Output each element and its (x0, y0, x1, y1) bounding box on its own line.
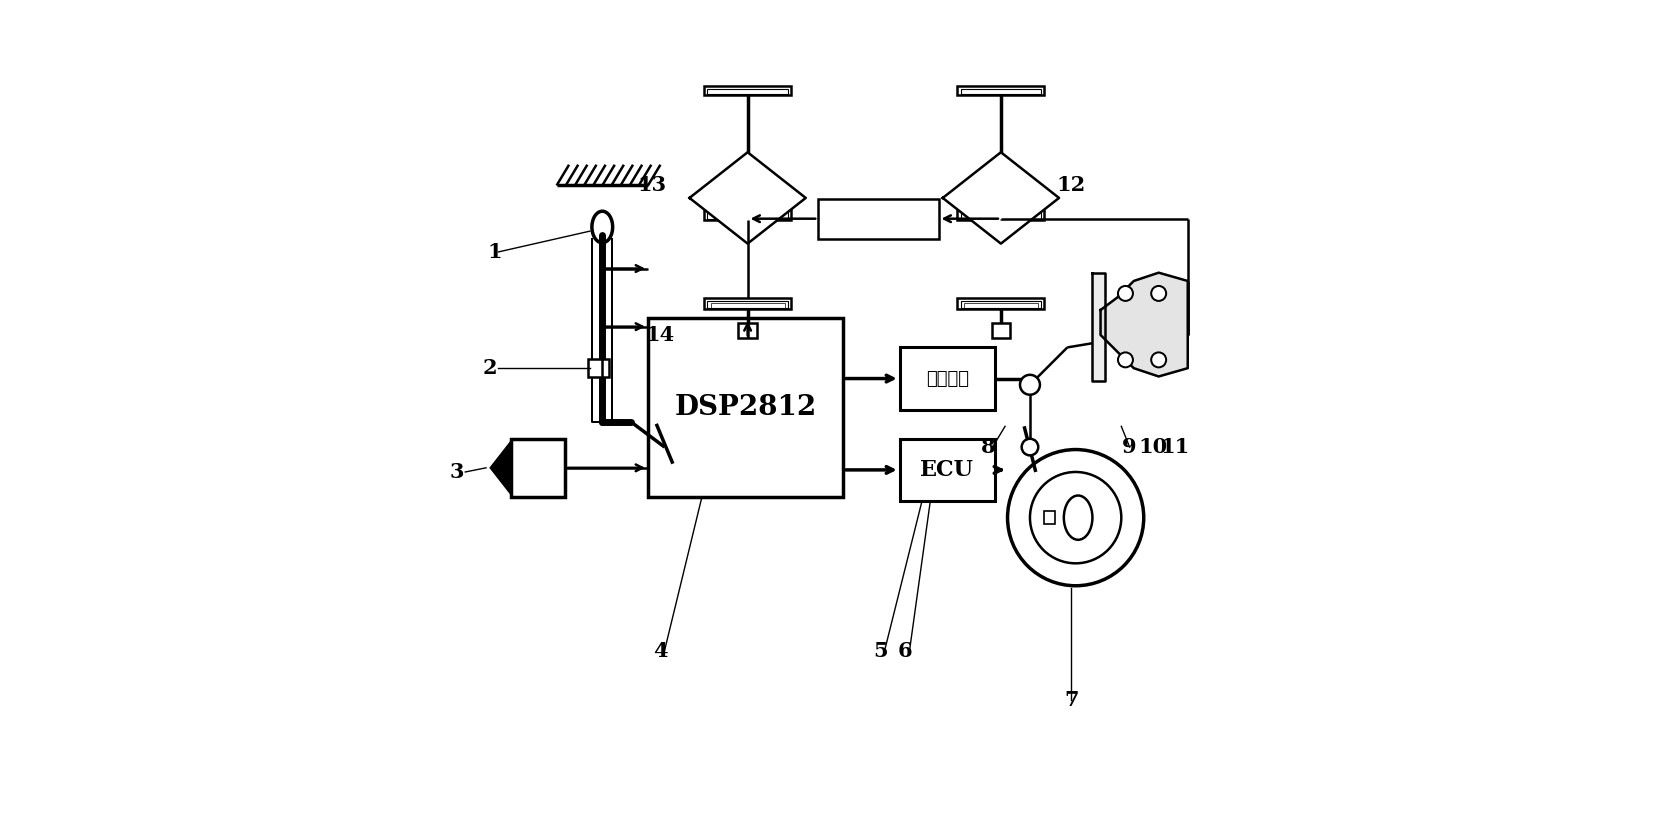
Bar (899, 439, 995, 501)
Text: DSP2812: DSP2812 (674, 394, 817, 421)
Text: 13: 13 (638, 176, 666, 196)
Circle shape (1022, 439, 1038, 456)
Circle shape (1117, 353, 1132, 367)
Text: 7: 7 (1065, 691, 1079, 711)
Bar (818, 199, 939, 238)
Circle shape (1117, 286, 1132, 301)
Bar (960, 301, 1041, 308)
Text: 11: 11 (1160, 437, 1190, 457)
Text: 10: 10 (1139, 437, 1167, 457)
Text: ECU: ECU (921, 459, 974, 481)
Bar (739, 324, 757, 339)
Text: 12: 12 (1056, 176, 1086, 196)
Text: 5: 5 (873, 640, 888, 660)
Text: 2: 2 (483, 358, 498, 378)
Bar (957, 86, 1045, 94)
Text: 1: 1 (488, 242, 501, 262)
Bar (957, 202, 1045, 221)
Text: 8: 8 (982, 437, 995, 457)
Text: 9: 9 (1122, 437, 1137, 457)
Bar (964, 303, 1038, 308)
Circle shape (1150, 286, 1165, 301)
Bar (960, 206, 1041, 219)
Text: 3: 3 (450, 462, 464, 482)
Polygon shape (1093, 273, 1104, 380)
Polygon shape (491, 441, 511, 494)
Bar (960, 89, 1041, 94)
Bar (711, 303, 785, 308)
Bar (704, 202, 792, 221)
Text: 6: 6 (898, 640, 912, 660)
Polygon shape (689, 152, 805, 243)
Bar (511, 439, 565, 497)
Bar (588, 359, 608, 377)
Circle shape (1150, 353, 1165, 367)
Bar (707, 89, 788, 94)
Circle shape (1020, 375, 1040, 395)
Text: 4: 4 (653, 640, 668, 660)
Bar (992, 324, 1010, 339)
Bar (707, 206, 788, 219)
Bar (957, 298, 1045, 308)
Bar (648, 319, 843, 497)
Polygon shape (1101, 273, 1189, 376)
Polygon shape (942, 152, 1060, 243)
Bar (1045, 511, 1055, 524)
Bar (707, 301, 788, 308)
Bar (704, 86, 792, 94)
Bar (704, 298, 792, 308)
Text: 14: 14 (646, 325, 674, 345)
Text: 伺服电机: 伺服电机 (926, 370, 969, 388)
Circle shape (1008, 450, 1144, 586)
Bar (899, 348, 995, 410)
